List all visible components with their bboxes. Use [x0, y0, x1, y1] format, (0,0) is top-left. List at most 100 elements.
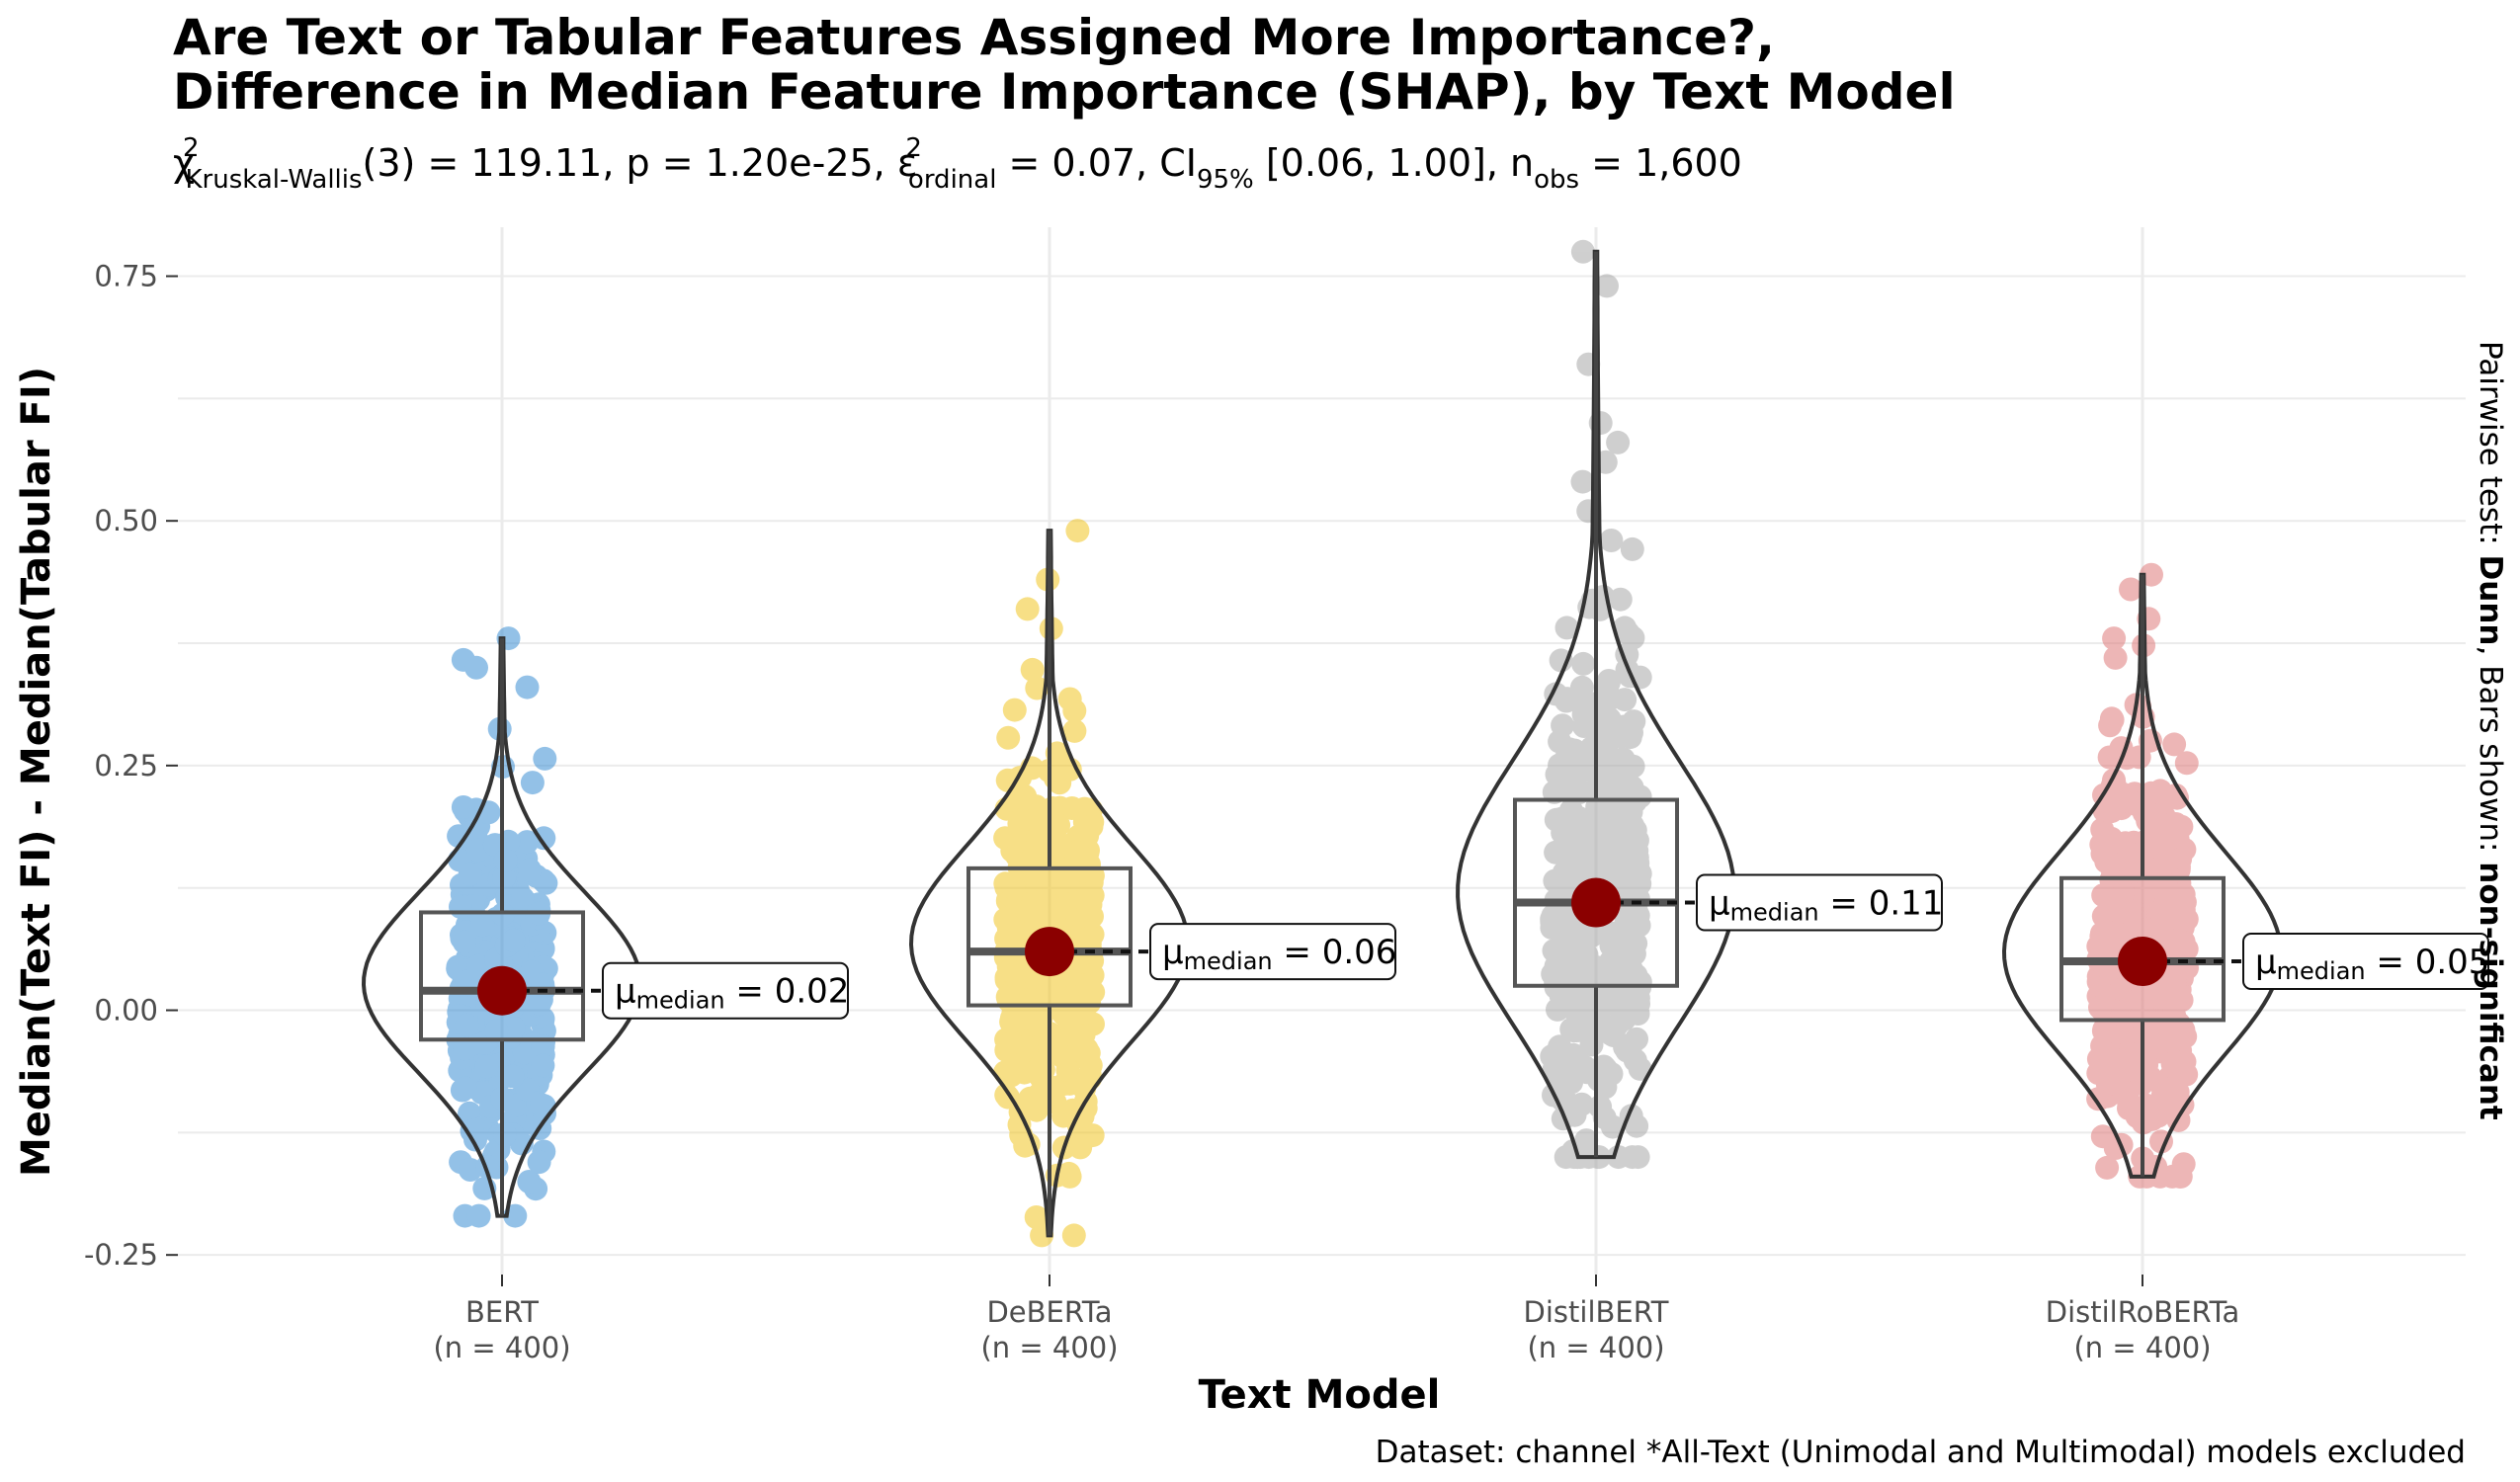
- median-sub: median: [636, 987, 725, 1015]
- data-point: [449, 895, 472, 919]
- data-point: [1613, 1034, 1637, 1058]
- outlier-point: [1016, 597, 1040, 620]
- y-axis-ticks: -0.250.000.250.500.75: [84, 260, 178, 1273]
- data-point: [2092, 904, 2116, 928]
- eps-sup: 2: [905, 133, 922, 163]
- outlier-point: [1599, 529, 1623, 552]
- data-point: [452, 795, 475, 819]
- data-point: [2175, 751, 2199, 775]
- data-point: [1080, 815, 1104, 839]
- data-point: [2098, 713, 2122, 737]
- data-point: [2162, 1004, 2186, 1028]
- data-point: [2172, 882, 2196, 906]
- x-axis-title: Text Model: [1199, 1372, 1441, 1418]
- x-tick-label: DistilRoBERTa: [2046, 1295, 2240, 1329]
- data-point: [493, 1122, 517, 1146]
- outlier-point: [1571, 240, 1595, 264]
- x-tick-label: DistilBERT: [1524, 1295, 1669, 1329]
- x-tick-label: DeBERTa: [986, 1295, 1112, 1329]
- chi-sup: 2: [183, 133, 200, 163]
- x-tick-count: (n = 400): [1527, 1331, 1664, 1364]
- data-point: [467, 1204, 491, 1228]
- pairwise-test-name: Dunn: [2473, 555, 2508, 646]
- median-mu: μ: [1162, 933, 1184, 972]
- data-point: [1550, 905, 1573, 929]
- data-point: [453, 931, 476, 954]
- violin-groups: μmedian = 0.02μmedian = 0.06μmedian = 0.…: [364, 240, 2489, 1248]
- data-point: [1570, 676, 1594, 700]
- y-tick-label: 0.50: [94, 504, 158, 537]
- data-point: [1003, 826, 1027, 850]
- median-value: = 0.05: [2366, 943, 2490, 982]
- data-point: [1613, 688, 1637, 711]
- data-point: [2114, 850, 2138, 873]
- median-dot: [2118, 937, 2167, 986]
- data-point: [1621, 830, 1644, 854]
- data-point: [2129, 1006, 2152, 1029]
- ci-part-2: [0.06, 1.00], n: [1254, 141, 1534, 185]
- data-point: [2098, 799, 2122, 823]
- ci-part-1: = 0.07, CI: [996, 141, 1197, 185]
- data-point: [1543, 939, 1566, 962]
- median-sub: median: [1184, 947, 1273, 975]
- pairwise-bars-shown: non-significant: [2473, 862, 2508, 1120]
- data-point: [528, 992, 551, 1016]
- data-point: [1077, 1041, 1101, 1065]
- y-tick-label: 0.75: [94, 260, 158, 293]
- outlier-point: [1571, 470, 1595, 494]
- median-mu: μ: [1709, 884, 1730, 924]
- data-point: [1064, 841, 1088, 864]
- data-point: [2095, 1021, 2119, 1044]
- data-point: [1571, 652, 1595, 676]
- data-point: [471, 913, 495, 937]
- eps-sub: ordinal: [908, 165, 997, 195]
- data-point: [475, 1055, 499, 1079]
- median-sub: median: [1730, 899, 1819, 927]
- data-point: [1003, 699, 1027, 722]
- data-point: [453, 1076, 476, 1100]
- data-point: [1586, 843, 1610, 866]
- data-point: [1596, 988, 1620, 1012]
- pairwise-prefix: Pairwise test:: [2473, 341, 2508, 555]
- chart-title-line-1: Are Text or Tabular Features Assigned Mo…: [173, 9, 1775, 66]
- x-axis-ticks: BERT(n = 400)DeBERTa(n = 400)DistilBERT(…: [433, 1275, 2239, 1364]
- data-point: [1584, 955, 1608, 979]
- chart-title-line-2: Difference in Median Feature Importance …: [173, 63, 1956, 121]
- data-point: [1621, 537, 1644, 561]
- outlier-point: [516, 676, 540, 700]
- median-mu: μ: [2255, 943, 2277, 982]
- data-point: [1002, 876, 1026, 900]
- data-point: [533, 747, 556, 771]
- data-point: [456, 1014, 479, 1037]
- data-point: [1018, 1087, 1042, 1111]
- data-point: [502, 929, 526, 952]
- data-point: [1629, 862, 1652, 885]
- data-point: [1015, 1035, 1039, 1059]
- chart-caption: Dataset: channel *All-Text (Unimodal and…: [1376, 1435, 2466, 1470]
- data-point: [459, 863, 482, 886]
- data-point: [501, 1064, 525, 1088]
- x-tick-label: BERT: [465, 1295, 539, 1329]
- median-value: = 0.06: [1273, 933, 1397, 972]
- data-point: [528, 1150, 551, 1174]
- df-part: (3) = 119.11, p = 1.20e-25,: [363, 141, 897, 185]
- data-point: [1551, 713, 1574, 737]
- median-value: = 0.11: [1819, 884, 1944, 924]
- data-point: [2134, 879, 2157, 903]
- data-point: [1027, 1014, 1050, 1037]
- data-point: [1629, 970, 1652, 994]
- data-point: [1026, 845, 1050, 868]
- x-tick-count: (n = 400): [2073, 1331, 2211, 1364]
- data-point: [1600, 1062, 1624, 1086]
- data-point: [2151, 1084, 2175, 1108]
- violin-group-distilbert: μmedian = 0.11: [1458, 240, 1943, 1169]
- outlier-point: [1062, 1223, 1086, 1247]
- data-point: [1627, 904, 1650, 928]
- data-point: [1062, 699, 1086, 722]
- x-tick-count: (n = 400): [433, 1331, 570, 1364]
- x-tick-count: (n = 400): [980, 1331, 1118, 1364]
- median-sub: median: [2277, 957, 2366, 985]
- median-value: = 0.02: [725, 972, 850, 1012]
- data-point: [1588, 1095, 1612, 1118]
